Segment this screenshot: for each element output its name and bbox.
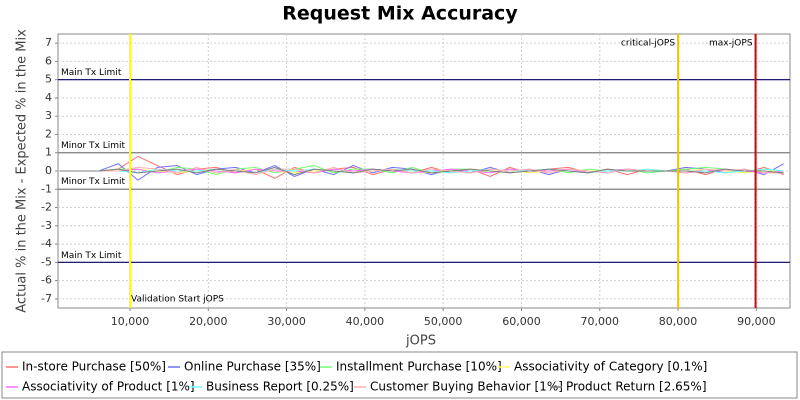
y-tick-label: -6 [41,274,52,287]
y-tick-label: 7 [45,36,52,49]
legend-label: Associativity of Product [1%] [22,380,195,394]
y-tick-label: 5 [45,73,52,86]
y-tick-label: -3 [41,219,52,232]
series-line [59,166,784,176]
y-tick-label: 1 [45,146,52,159]
x-tick-label: 90,000 [737,315,776,328]
x-tick-label: 10,000 [111,315,150,328]
legend-label: Installment Purchase [10%] [336,360,502,374]
y-tick-label: -4 [41,237,52,250]
y-tick-label: 6 [45,54,52,67]
limit-label: Minor Tx Limit [61,177,126,187]
x-axis-title: jOPS [405,334,436,349]
y-tick-label: 2 [45,127,52,140]
limit-label: Main Tx Limit [61,68,122,78]
limit-label: Main Tx Limit [61,251,122,261]
jops-marker-label: critical-jOPS [621,39,675,49]
chart-title: Request Mix Accuracy [282,3,518,25]
jops-marker-label: max-jOPS [709,39,753,49]
legend-box [1,351,798,399]
legend-label: Customer Buying Behavior [1%] [370,380,563,394]
y-tick-label: -5 [41,255,52,268]
x-tick-label: 50,000 [424,315,463,328]
legend-label: Associativity of Category [0.1%] [514,360,707,374]
y-tick-label: -1 [41,182,52,195]
jops-marker-label: Validation Start jOPS [131,295,224,305]
legend-label: Online Purchase [35%] [184,360,321,374]
y-tick-label: 4 [45,91,52,104]
legend-label: Business Report [0.25%] [206,380,354,394]
limit-label: Minor Tx Limit [61,141,126,151]
x-tick-label: 60,000 [502,315,541,328]
y-tick-label: 0 [45,164,52,177]
x-tick-label: 70,000 [581,315,620,328]
x-tick-label: 20,000 [189,315,228,328]
x-tick-label: 30,000 [267,315,306,328]
y-tick-label: -7 [41,292,52,305]
legend-label: In-store Purchase [50%] [22,360,166,374]
x-tick-label: 40,000 [346,315,385,328]
x-tick-label: 80,000 [659,315,698,328]
y-tick-label: -2 [41,201,52,214]
y-tick-label: 3 [45,109,52,122]
y-axis-title: Actual % in the Mix - Expected % in the … [15,29,30,313]
legend-label: Product Return [2.65%] [566,380,707,394]
